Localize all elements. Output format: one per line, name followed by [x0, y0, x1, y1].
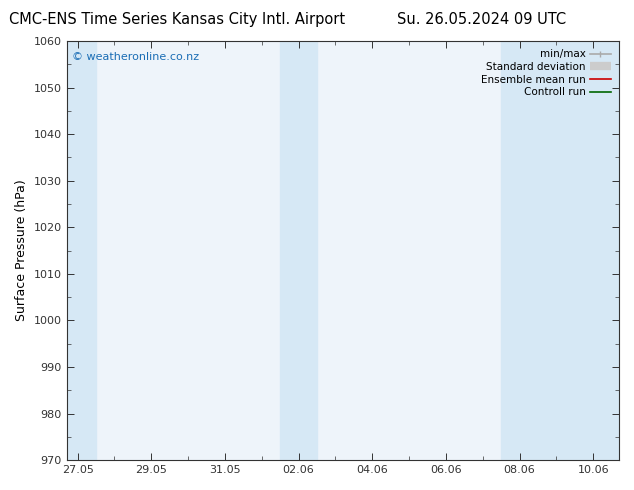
Bar: [280, 41, 317, 460]
Bar: [67, 41, 96, 460]
Y-axis label: Surface Pressure (hPa): Surface Pressure (hPa): [15, 180, 28, 321]
Text: CMC-ENS Time Series Kansas City Intl. Airport: CMC-ENS Time Series Kansas City Intl. Ai…: [10, 12, 346, 27]
Legend: min/max, Standard deviation, Ensemble mean run, Controll run: min/max, Standard deviation, Ensemble me…: [478, 46, 614, 100]
Text: Su. 26.05.2024 09 UTC: Su. 26.05.2024 09 UTC: [398, 12, 566, 27]
Text: © weatheronline.co.nz: © weatheronline.co.nz: [72, 51, 199, 62]
Bar: [501, 41, 619, 460]
